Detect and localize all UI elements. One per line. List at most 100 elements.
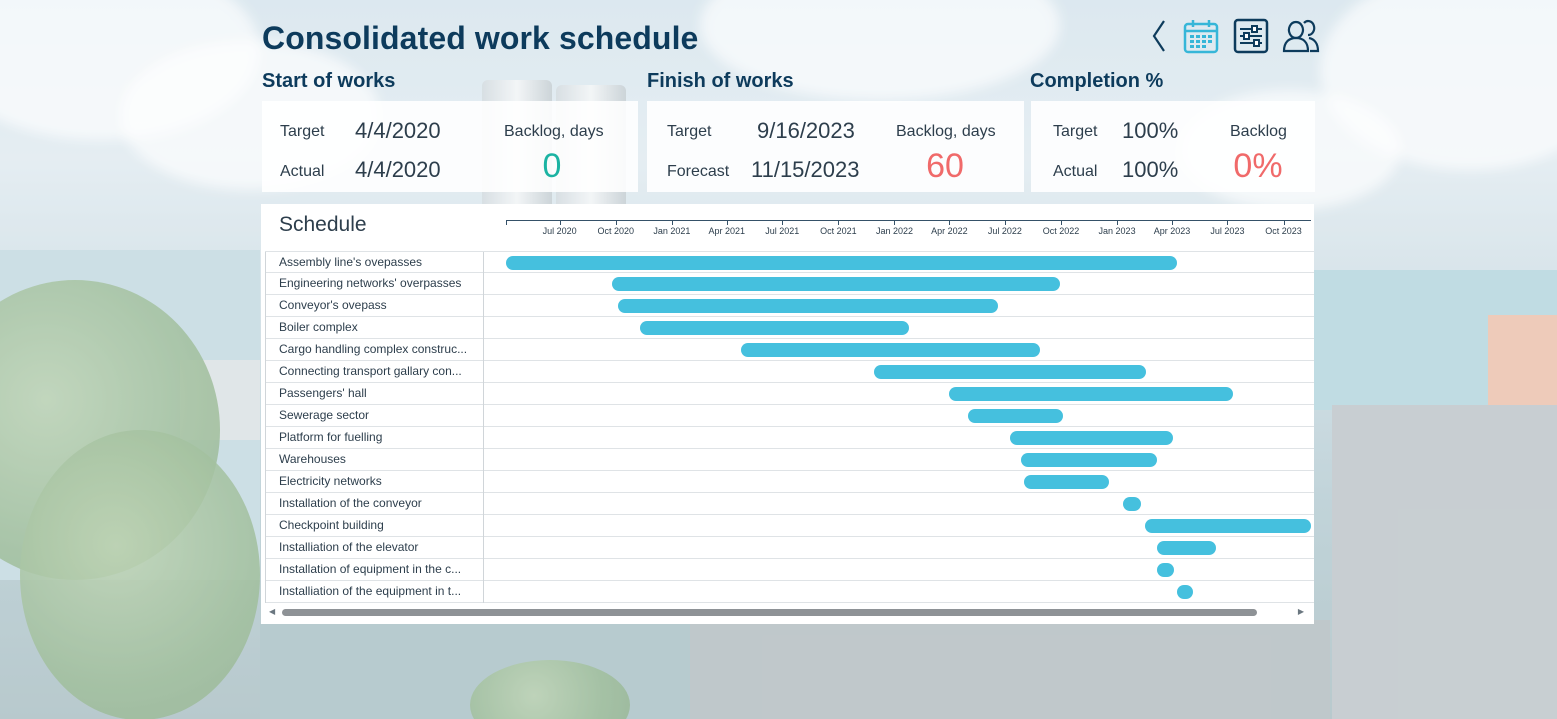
finish-of-works-title: Finish of works: [647, 70, 794, 92]
scrollbar-thumb[interactable]: [282, 609, 1257, 616]
start-actual-label: Actual: [280, 163, 325, 180]
task-bar[interactable]: [612, 277, 1061, 291]
task-row[interactable]: Checkpoint building: [265, 515, 1314, 537]
task-row[interactable]: Installation of the conveyor: [265, 493, 1314, 515]
axis-tick-label: Jul 2021: [765, 226, 800, 236]
start-backlog-label: Backlog, days: [504, 123, 604, 140]
filters-button[interactable]: [1232, 16, 1270, 56]
finish-backlog-value: 60: [926, 147, 964, 185]
task-bar[interactable]: [1145, 519, 1311, 533]
task-bar[interactable]: [1021, 453, 1158, 467]
task-row[interactable]: Conveyor's ovepass: [265, 295, 1314, 317]
start-actual-value: 4/4/2020: [355, 157, 441, 182]
task-row[interactable]: Sewerage sector: [265, 405, 1314, 427]
task-row[interactable]: Platform for fuelling: [265, 427, 1314, 449]
axis-tickmark: [671, 220, 673, 225]
axis-tick-label: Oct 2020: [597, 226, 635, 236]
completion-title: Completion %: [1030, 70, 1164, 92]
task-bar[interactable]: [1122, 497, 1142, 511]
task-bar[interactable]: [949, 387, 1233, 401]
task-name: Conveyor's ovepass: [265, 295, 484, 317]
axis-tick-label: Oct 2023: [1265, 226, 1302, 236]
axis-tickmark: [782, 220, 784, 225]
calendar-button[interactable]: [1182, 16, 1220, 56]
timeline-axis: [506, 220, 1311, 221]
completion-actual-label: Actual: [1053, 163, 1098, 180]
axis-tickmark: [726, 220, 728, 225]
task-rows: Assembly line's ovepasses Engineering net…: [265, 251, 1314, 603]
task-name: Warehouses: [265, 449, 484, 471]
task-name: Installiation of the equipment in t...: [265, 581, 484, 603]
axis-tickmark: [838, 220, 840, 225]
toolbar: [1148, 16, 1320, 56]
axis-tick-label: Jan 2022: [875, 226, 913, 236]
task-row[interactable]: Passengers' hall: [265, 383, 1314, 405]
task-name: Installation of equipment in the c...: [265, 559, 484, 581]
axis-tickmark: [615, 220, 617, 225]
task-row[interactable]: Installation of equipment in the c...: [265, 559, 1314, 581]
horizontal-scrollbar[interactable]: ◀ ▶: [265, 606, 1310, 618]
task-name: Installation of the conveyor: [265, 493, 484, 515]
task-row[interactable]: Electricity networks: [265, 471, 1314, 493]
task-bar[interactable]: [1157, 563, 1175, 577]
task-row[interactable]: Warehouses: [265, 449, 1314, 471]
task-name: Connecting transport gallary con...: [265, 361, 484, 383]
axis-tick-label: Jul 2022: [987, 226, 1022, 236]
schedule-panel: Schedule Jul 2020 Oct 2020 Jan 2021 Apr 202…: [261, 204, 1314, 624]
completion-backlog-value: 0%: [1233, 147, 1283, 185]
sliders-icon: [1233, 18, 1269, 54]
axis-tickmark: [1060, 220, 1062, 225]
completion-card: Target 100% Actual 100% Backlog 0%: [1031, 101, 1315, 192]
axis-tick-label: Apr 2023: [1153, 226, 1191, 236]
axis-tickmark: [559, 220, 561, 225]
start-target-value: 4/4/2020: [355, 118, 441, 143]
users-button[interactable]: [1282, 16, 1320, 56]
axis-tick-label: Jul 2023: [1210, 226, 1245, 236]
task-row[interactable]: Installiation of the equipment in t...: [265, 581, 1314, 603]
calendar-icon: [1183, 20, 1219, 54]
task-bar[interactable]: [1010, 431, 1173, 445]
task-bar[interactable]: [1023, 475, 1109, 489]
completion-actual-value: 100%: [1122, 157, 1179, 182]
task-name: Platform for fuelling: [265, 427, 484, 449]
completion-backlog-label: Backlog: [1230, 123, 1287, 140]
task-bar[interactable]: [506, 256, 1178, 270]
axis-tick-label: Jul 2020: [542, 226, 577, 236]
axis-tickmark: [1227, 220, 1229, 225]
start-target-label: Target: [280, 123, 325, 140]
task-bar[interactable]: [640, 321, 910, 335]
task-name: Sewerage sector: [265, 405, 484, 427]
task-row[interactable]: Cargo handling complex construc...: [265, 339, 1314, 361]
task-row[interactable]: Installiation of the elevator: [265, 537, 1314, 559]
axis-tickmark: [1171, 220, 1173, 225]
task-bar[interactable]: [967, 409, 1064, 423]
task-bar[interactable]: [873, 365, 1147, 379]
task-bar[interactable]: [1177, 585, 1193, 599]
users-icon: [1282, 19, 1320, 53]
task-row[interactable]: Boiler complex: [265, 317, 1314, 339]
start-backlog-value: 0: [542, 147, 562, 185]
task-bar[interactable]: [618, 299, 999, 313]
task-row[interactable]: Assembly line's ovepasses: [265, 251, 1314, 274]
task-name: Passengers' hall: [265, 383, 484, 405]
finish-target-label: Target: [667, 123, 712, 140]
task-name: Cargo handling complex construc...: [265, 339, 484, 361]
task-name: Engineering networks' overpasses: [265, 273, 484, 295]
scroll-left-arrow-icon[interactable]: ◀: [269, 607, 276, 616]
task-name: Checkpoint building: [265, 515, 484, 537]
start-of-works-card: Target 4/4/2020 Actual 4/4/2020 Backlog,…: [262, 101, 638, 192]
finish-forecast-value: 11/15/2023: [751, 157, 860, 182]
axis-tickmark: [949, 220, 951, 225]
page-title: Consolidated work schedule: [262, 20, 699, 56]
task-name: Installiation of the elevator: [265, 537, 484, 559]
task-bar[interactable]: [741, 343, 1041, 357]
task-row[interactable]: Connecting transport gallary con...: [265, 361, 1314, 383]
task-bar[interactable]: [1157, 541, 1216, 555]
back-button[interactable]: [1148, 16, 1170, 56]
scroll-right-arrow-icon[interactable]: ▶: [1297, 607, 1304, 616]
chevron-left-icon: [1152, 20, 1165, 52]
task-row[interactable]: Engineering networks' overpasses: [265, 273, 1314, 295]
completion-target-value: 100%: [1122, 118, 1179, 143]
finish-target-value: 9/16/2023: [757, 118, 855, 143]
task-name: Electricity networks: [265, 471, 484, 493]
